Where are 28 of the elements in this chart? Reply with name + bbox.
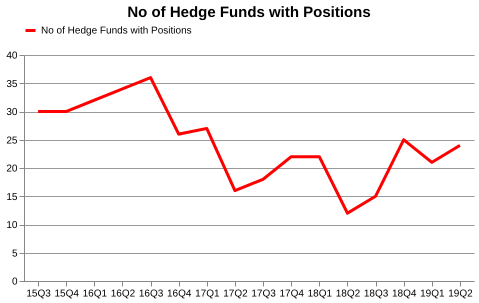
y-tick-label: 15 [6, 192, 18, 203]
y-tick-label: 25 [6, 135, 18, 146]
legend-label: No of Hedge Funds with Positions [41, 26, 192, 36]
y-tick-label: 40 [6, 50, 18, 62]
y-tick-label: 35 [6, 78, 18, 90]
x-tick-label: 16Q2 [110, 288, 136, 300]
y-tick-label: 30 [6, 107, 18, 118]
x-tick-label: 17Q3 [251, 288, 276, 300]
x-tick-label: 19Q1 [420, 288, 445, 300]
chart-title: No of Hedge Funds with Positions [127, 4, 371, 21]
x-tick-label: 18Q4 [392, 288, 417, 300]
x-tick-label: 18Q1 [308, 288, 332, 300]
x-tick-label: 19Q2 [448, 288, 474, 300]
x-tick-label: 17Q2 [223, 288, 248, 300]
line-series [36, 76, 462, 215]
y-tick-label: 0 [12, 276, 18, 288]
x-tick-label: 17Q1 [195, 288, 220, 300]
x-tick-label: 15Q3 [26, 288, 52, 300]
x-tick-label: 18Q3 [364, 288, 389, 300]
y-tick-label: 20 [6, 164, 18, 174]
x-tick-label: 16Q1 [82, 288, 108, 300]
x-tick-label: 15Q4 [54, 288, 80, 300]
y-tick-label: 5 [12, 248, 18, 260]
x-tick-label: 16Q3 [138, 288, 164, 300]
y-tick-label: 10 [6, 220, 18, 231]
x-tick-label: 17Q4 [279, 288, 304, 300]
x-tick-label: 18Q2 [336, 288, 361, 300]
x-tick-label: 16Q4 [166, 288, 192, 300]
